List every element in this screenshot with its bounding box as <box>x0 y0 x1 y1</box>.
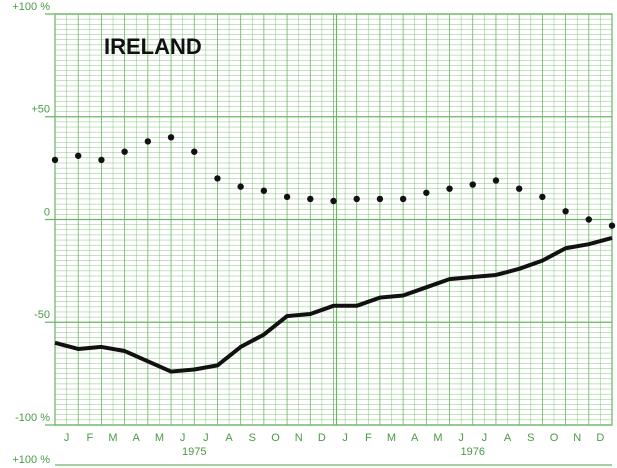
data-dot <box>260 187 268 194</box>
chart-title: IRELAND <box>104 34 202 59</box>
y-tick-label: +100 % <box>12 1 50 13</box>
x-tick-label: A <box>133 432 141 444</box>
x-tick-label: M <box>387 432 396 444</box>
x-tick-label: J <box>342 432 348 444</box>
data-dot <box>585 216 592 223</box>
data-dot <box>237 183 244 190</box>
data-dot <box>121 148 128 155</box>
x-tick-label: J <box>458 432 464 444</box>
y-tick-label: +50 <box>31 104 50 116</box>
x-tick-label: J <box>203 432 209 444</box>
x-tick-label: O <box>550 432 559 444</box>
x-tick-label: J <box>180 432 186 444</box>
x-tick-label: F <box>86 432 93 444</box>
data-dot <box>307 195 314 203</box>
x-tick-label: J <box>482 432 488 444</box>
year-label: 1975 <box>182 446 206 458</box>
y-tick-label: -50 <box>34 309 50 321</box>
data-dot <box>399 195 407 203</box>
x-tick-label: N <box>295 432 303 444</box>
data-dot <box>492 177 500 184</box>
x-tick-label: N <box>573 432 581 444</box>
x-tick-label: S <box>527 432 534 444</box>
data-dot <box>283 193 291 201</box>
data-dot <box>515 185 523 192</box>
x-tick-label: J <box>64 432 70 444</box>
data-dot <box>353 195 360 203</box>
x-tick-label: D <box>318 432 326 444</box>
data-dot <box>191 148 198 155</box>
x-tick-label: M <box>108 432 117 444</box>
x-tick-label: A <box>504 432 512 444</box>
data-line <box>54 236 613 374</box>
data-dot <box>144 138 152 145</box>
x-tick-label: D <box>596 432 604 444</box>
x-tick-label: S <box>249 432 256 444</box>
x-tick-label: O <box>271 432 280 444</box>
x-tick-label: A <box>225 432 233 444</box>
data-dot <box>75 152 82 159</box>
data-dot <box>214 175 221 182</box>
data-dot <box>51 156 59 164</box>
data-dot <box>376 195 384 203</box>
data-dot <box>469 181 476 188</box>
data-dot <box>167 134 175 141</box>
y-tick-label: -100 % <box>15 412 50 424</box>
x-tick-label: F <box>365 432 372 444</box>
x-tick-label: M <box>433 432 442 444</box>
year-label: 1976 <box>461 446 485 458</box>
x-tick-label: M <box>155 432 164 444</box>
data-dot <box>608 222 616 229</box>
data-dot <box>423 189 430 196</box>
data-dot <box>330 197 337 205</box>
data-dot <box>98 156 105 164</box>
data-dot <box>446 185 453 192</box>
data-dot <box>562 208 569 215</box>
y-tick-label: 0 <box>44 206 50 218</box>
data-dot <box>539 193 546 201</box>
x-tick-label: A <box>411 432 419 444</box>
next-chart-label: +100 % <box>12 454 50 466</box>
